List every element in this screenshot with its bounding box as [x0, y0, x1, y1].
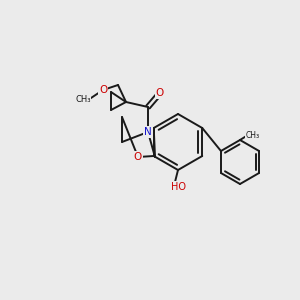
Text: N: N [144, 127, 152, 137]
Text: CH₃: CH₃ [75, 95, 91, 104]
Text: O: O [99, 85, 107, 95]
Text: O: O [134, 152, 142, 162]
Text: O: O [156, 88, 164, 98]
Text: CH₃: CH₃ [246, 130, 260, 140]
Text: HO: HO [170, 182, 185, 192]
